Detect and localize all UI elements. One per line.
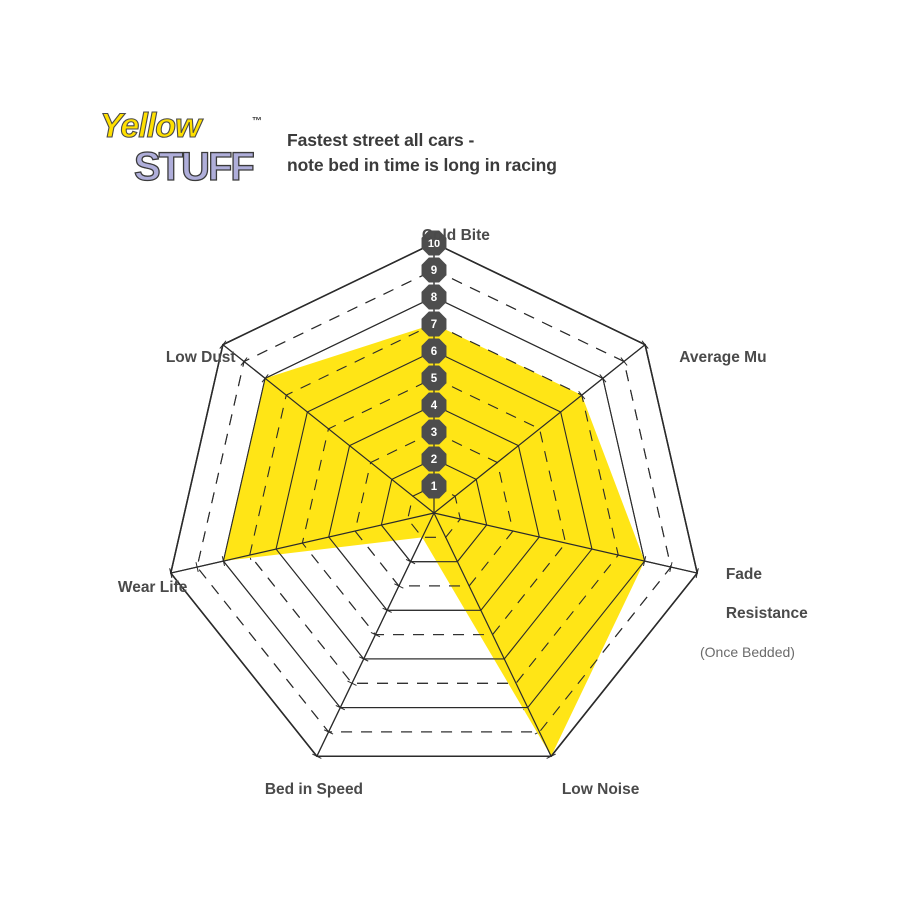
scale-badge-label: 6 [431,346,437,358]
grid-ring-2 [380,458,488,563]
axis-spoke-3 [433,512,552,757]
scale-badge-6: 6 [421,338,447,364]
headline: Fastest street all cars - note bed in ti… [287,128,707,179]
scale-badge-4: 4 [421,392,447,418]
scale-badge-shape [421,230,447,256]
axis-spoke-1 [433,344,646,514]
scale-badge-10: 10 [421,230,447,256]
scale-badge-5: 5 [421,365,447,391]
axis-label-wear-life: Wear Life [92,558,188,617]
scale-badge-label: 9 [431,265,437,277]
logo-word-stuff: STUFF [133,144,256,189]
scale-badge-label: 8 [431,292,438,304]
svg-text:Yellow: Yellow [100,107,204,145]
axis-label-bed-in-speed: Bed in Speed [239,760,363,819]
scale-badge-shape [421,311,447,337]
grid-ring-6 [275,350,593,660]
scale-badge-label: 3 [431,427,437,439]
scale-badge-9: 9 [421,257,447,283]
data-polygon [223,324,645,757]
grid-rings-overlay [169,242,699,758]
axis-label-bed-in-speed-text: Bed in Speed [264,780,364,798]
axis-label-cold-bite: Cold Bite [396,206,490,265]
scale-badge-label: 5 [431,373,438,385]
scale-badge-1: 1 [421,473,447,499]
scale-badge-3: 3 [421,419,447,445]
axis-label-low-dust: Low Dust [140,328,236,387]
grid-ring-5 [301,377,567,636]
scale-badge-shape [421,284,447,310]
scale-badge-shape [421,257,447,283]
axis-label-cold-bite-text: Cold Bite [421,226,490,244]
axis-label-fade-resistance: Fade Resistance (Once Bedded) [700,545,808,702]
scale-badge-shape [421,338,447,364]
axis-spoke-6 [222,344,435,514]
header: Yellow STUFF ™ Fastest street all cars -… [0,0,900,210]
grid-ring-3 [354,431,514,587]
grid-ring-1 [407,485,461,538]
scale-badge-2: 2 [421,446,447,472]
scale-tick-badges: 1 2 3 4 5 6 7 8 9 10 [421,230,447,499]
headline-line-1: Fastest street all cars - [287,130,475,150]
axis-spoke-4 [316,512,435,757]
axis-label-low-noise: Low Noise [536,760,640,819]
scale-badge-label: 2 [431,454,437,466]
axis-label-low-dust-text: Low Dust [165,348,236,366]
axis-label-fade-sublabel: (Once Bedded) [700,644,795,661]
scale-badge-8: 8 [421,284,447,310]
axis-spoke-2 [433,512,698,574]
trademark-symbol: ™ [252,116,262,127]
yellowstuff-logo: Yellow STUFF ™ [96,100,276,190]
axis-label-average-mu: Average Mu [654,328,767,387]
scale-badge-label: 7 [431,319,437,331]
grid-ring-4 [328,404,540,611]
axis-label-low-noise-text: Low Noise [561,780,640,798]
scale-badge-label: 4 [431,400,438,412]
grid-ring-9 [196,269,672,733]
scale-badge-shape [421,392,447,418]
scale-badge-shape [421,446,447,472]
axis-label-wear-life-text: Wear Life [117,578,188,596]
axis-label-average-mu-text: Average Mu [679,348,767,366]
headline-line-2: note bed in time is long in racing [287,155,557,176]
svg-text:STUFF: STUFF [134,145,253,189]
axis-spoke-5 [170,512,435,574]
grid-ring-10 [169,242,699,758]
scale-badge-shape [421,473,447,499]
axis-label-fade-line-2: Resistance [725,605,808,623]
axis-label-fade-line-1: Fade [725,565,763,583]
scale-badge-shape [421,419,447,445]
scale-badge-label: 1 [431,481,438,493]
scale-badge-shape [421,365,447,391]
scale-badge-label: 10 [428,238,440,250]
scale-badge-7: 7 [421,311,447,337]
logo-word-yellow: Yellow [99,106,205,145]
grid-ring-8 [222,296,646,709]
data-series-yellowstuff [223,324,645,757]
